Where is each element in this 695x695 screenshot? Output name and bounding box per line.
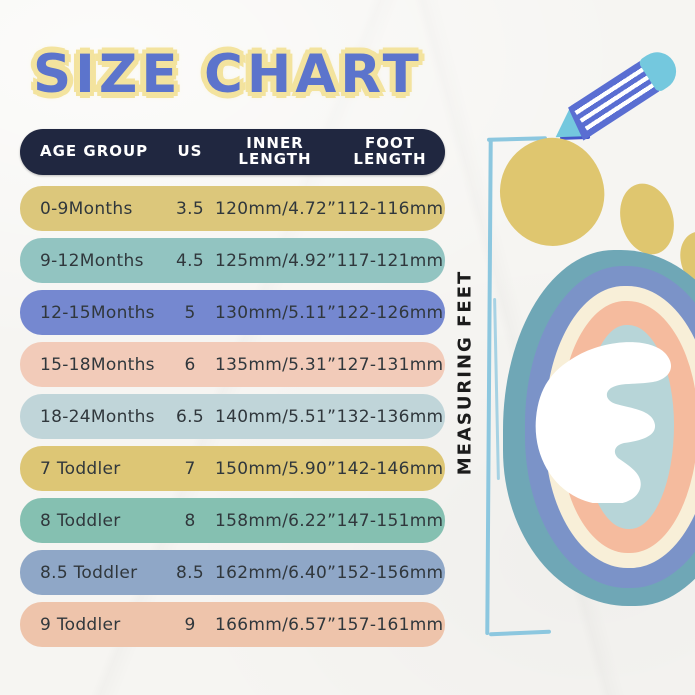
foot-big-toe <box>491 129 613 255</box>
cell-us: 3.5 <box>176 198 204 219</box>
pencil-icon <box>545 45 684 153</box>
table-row: 7 Toddler 7 150mm/5.90” 142-146mm <box>20 446 445 491</box>
cell-inner_length: 166mm/6.57” <box>215 614 337 635</box>
cell-us: 9 <box>184 614 196 635</box>
cell-age_group: 7 Toddler <box>40 458 121 479</box>
cell-foot_length: 147-151mm <box>336 510 444 531</box>
table-row: 0-9Months 3.5 120mm/4.72” 112-116mm <box>20 186 445 231</box>
foot-illustration <box>503 250 695 606</box>
cell-age_group: 18-24Months <box>40 406 155 427</box>
table-row: 18-24Months 6.5 140mm/5.51” 132-136mm <box>20 394 445 439</box>
cell-foot_length: 132-136mm <box>336 406 444 427</box>
cell-foot_length: 122-126mm <box>336 302 444 323</box>
cell-inner_length: 120mm/4.72” <box>215 198 337 219</box>
header-age-group: AGE GROUP <box>40 142 149 161</box>
cell-foot_length: 127-131mm <box>336 354 444 375</box>
cell-age_group: 9-12Months <box>40 250 144 271</box>
measuring-bracket-stroke <box>493 297 500 481</box>
cell-inner_length: 158mm/6.22” <box>215 510 337 531</box>
cell-inner_length: 130mm/5.11” <box>215 302 337 323</box>
cell-foot_length: 117-121mm <box>336 250 444 271</box>
cell-inner_length: 162mm/6.40” <box>215 562 337 583</box>
cell-us: 5 <box>184 302 196 323</box>
cell-age_group: 12-15Months <box>40 302 155 323</box>
cell-age_group: 8 Toddler <box>40 510 121 531</box>
cell-foot_length: 142-146mm <box>336 458 444 479</box>
cell-foot_length: 152-156mm <box>336 562 444 583</box>
page-title: SIZE CHART <box>33 44 423 105</box>
measuring-bracket-line <box>485 138 493 636</box>
cell-foot_length: 112-116mm <box>336 198 444 219</box>
table-row: 12-15Months 5 130mm/5.11” 122-126mm <box>20 290 445 335</box>
foot-second-toe <box>612 177 682 261</box>
cell-inner_length: 150mm/5.90” <box>215 458 337 479</box>
cell-age_group: 9 Toddler <box>40 614 121 635</box>
table-row: 8 Toddler 8 158mm/6.22” 147-151mm <box>20 498 445 543</box>
size-table-body: 0-9Months 3.5 120mm/4.72” 112-116mm 9-12Mont… <box>20 186 445 647</box>
cell-inner_length: 125mm/4.92” <box>215 250 337 271</box>
header-inner-length: INNER LENGTH <box>238 134 312 168</box>
cell-us: 8 <box>184 510 196 531</box>
cell-inner_length: 135mm/5.31” <box>215 354 337 375</box>
cell-us: 6.5 <box>176 406 204 427</box>
cell-us: 6 <box>184 354 196 375</box>
cell-age_group: 15-18Months <box>40 354 155 375</box>
table-header: AGE GROUP US INNER LENGTH FOOT LENGTH <box>20 129 445 175</box>
cell-us: 7 <box>184 458 196 479</box>
footprint-squiggle-icon <box>535 342 671 503</box>
table-row: 9 Toddler 9 166mm/6.57” 157-161mm <box>20 602 445 647</box>
cell-age_group: 0-9Months <box>40 198 133 219</box>
table-row: 15-18Months 6 135mm/5.31” 127-131mm <box>20 342 445 387</box>
table-row: 9-12Months 4.5 125mm/4.92” 117-121mm <box>20 238 445 283</box>
cell-us: 4.5 <box>176 250 204 271</box>
header-foot-length: FOOT LENGTH <box>353 134 427 168</box>
measuring-feet-label: MEASURING FEET <box>454 269 476 476</box>
cell-us: 8.5 <box>176 562 204 583</box>
cell-age_group: 8.5 Toddler <box>40 562 138 583</box>
header-us-size: US <box>177 142 203 161</box>
table-row: 8.5 Toddler 8.5 162mm/6.40” 152-156mm <box>20 550 445 595</box>
measuring-bracket-bottom-tick <box>488 629 552 637</box>
cell-foot_length: 157-161mm <box>336 614 444 635</box>
cell-inner_length: 140mm/5.51” <box>215 406 337 427</box>
